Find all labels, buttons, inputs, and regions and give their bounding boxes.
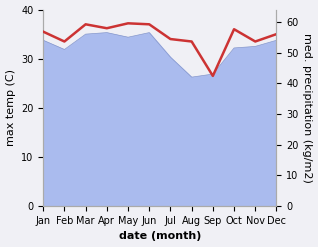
Y-axis label: med. precipitation (kg/m2): med. precipitation (kg/m2) — [302, 33, 313, 183]
X-axis label: date (month): date (month) — [119, 231, 201, 242]
Y-axis label: max temp (C): max temp (C) — [5, 69, 16, 146]
